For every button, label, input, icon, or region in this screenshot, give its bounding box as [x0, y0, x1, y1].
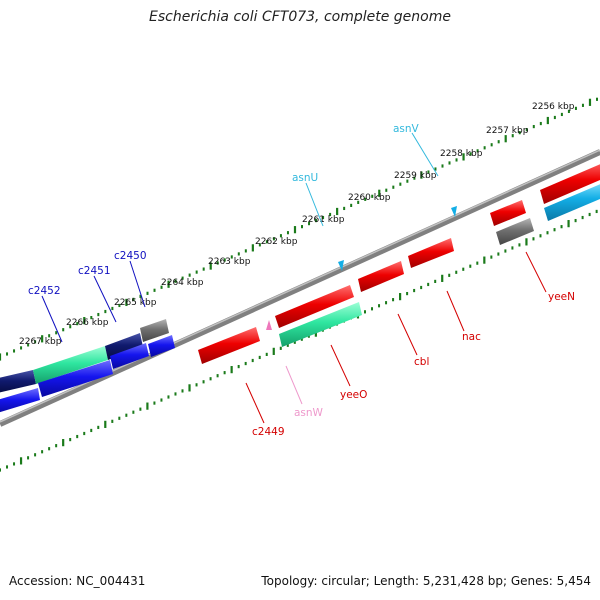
gene-arrow-blue-small[interactable]	[148, 335, 175, 357]
forward-strand-genes	[0, 160, 600, 394]
trna-marker-asnU[interactable]	[338, 260, 344, 271]
leader-yeeN	[525, 251, 547, 293]
gene-label-yeeO[interactable]: yeeO	[340, 389, 367, 401]
kbp-label: 2264 kbp	[161, 278, 204, 288]
accession-text: Accession: NC_004431	[9, 574, 146, 588]
leader-cbl	[397, 313, 418, 356]
gene-label-asnU[interactable]: asnU	[292, 172, 318, 184]
leader-c2452	[41, 295, 63, 343]
kbp-label: 2256 kbp	[532, 102, 575, 112]
kbp-label: 2265 kbp	[114, 298, 157, 308]
gene-arrow-red-edge[interactable]	[540, 160, 600, 204]
gene-arrow-c2450[interactable]	[105, 333, 143, 360]
leader-c2451	[93, 275, 117, 323]
gene-arrow-gray[interactable]	[140, 319, 169, 342]
gene-label-c2451[interactable]: c2451	[78, 265, 111, 277]
kbp-label: 2262 kbp	[255, 237, 298, 247]
gene-arrow-yeeN-red[interactable]	[490, 200, 526, 226]
kbp-label: 2259 kbp	[394, 171, 437, 181]
label-leaders	[41, 132, 547, 424]
kbp-label: 2261 kbp	[302, 215, 345, 225]
reverse-strand-genes	[0, 180, 600, 414]
gene-arrow-yeeO[interactable]	[279, 302, 362, 347]
map-title: Escherichia coli CFT073, complete genome	[149, 9, 451, 25]
gene-arrow-gray-right[interactable]	[496, 218, 534, 245]
leader-c2449	[245, 382, 265, 424]
kbp-label: 2258 kbp	[440, 149, 483, 159]
leader-asnW	[285, 365, 303, 405]
gene-label-c2450[interactable]: c2450	[114, 250, 147, 262]
gene-label-asnV[interactable]: asnV	[393, 123, 420, 135]
leader-asnV	[411, 132, 439, 177]
kbp-label: 2263 kbp	[208, 257, 251, 267]
kbp-label: 2266 kbp	[66, 318, 109, 328]
kbp-labels: 2256 kbp 2257 kbp 2258 kbp 2259 kbp 2260…	[19, 102, 575, 347]
leader-asnU	[305, 182, 324, 227]
gene-arrow-navy[interactable]	[0, 370, 36, 394]
trna-marker-asnV[interactable]	[451, 206, 457, 217]
gene-arrow-blue-mid[interactable]	[110, 343, 149, 369]
gene-label-yeeN[interactable]: yeeN	[548, 291, 575, 303]
gene-arrow-cbl[interactable]	[358, 261, 404, 292]
genome-summary: Topology: circular; Length: 5,231,428 bp…	[261, 574, 591, 588]
leader-yeeO	[330, 344, 351, 387]
trna-marker-asnW[interactable]	[266, 320, 272, 330]
forward-scale-ticks	[0, 97, 599, 361]
genome-backbone	[0, 149, 600, 427]
reverse-scale-ticks	[0, 209, 598, 472]
gene-arrow-blue-left[interactable]	[0, 388, 40, 414]
gene-arrow-c2451[interactable]	[33, 346, 108, 384]
gene-labels: asnV asnU c2450 c2451 c2452 yeeN nac cbl…	[28, 123, 575, 438]
gene-arrow-c2449[interactable]	[198, 327, 260, 364]
gene-arrow-c2452[interactable]	[38, 360, 113, 397]
kbp-label: 2260 kbp	[348, 193, 391, 203]
gene-label-cbl[interactable]: cbl	[414, 356, 429, 368]
gene-arrow-nac[interactable]	[408, 238, 454, 268]
gene-label-asnW[interactable]: asnW	[294, 407, 324, 419]
leader-c2450	[129, 260, 146, 308]
leader-nac	[446, 290, 465, 332]
gene-label-nac[interactable]: nac	[462, 331, 481, 343]
gene-label-c2452[interactable]: c2452	[28, 285, 61, 297]
gene-arrow-cyan[interactable]	[544, 180, 600, 221]
gene-label-c2449[interactable]: c2449	[252, 426, 285, 438]
gene-arrow-yeeO-red[interactable]	[275, 285, 354, 328]
kbp-label: 2267 kbp	[19, 337, 62, 347]
kbp-label: 2257 kbp	[486, 126, 529, 136]
